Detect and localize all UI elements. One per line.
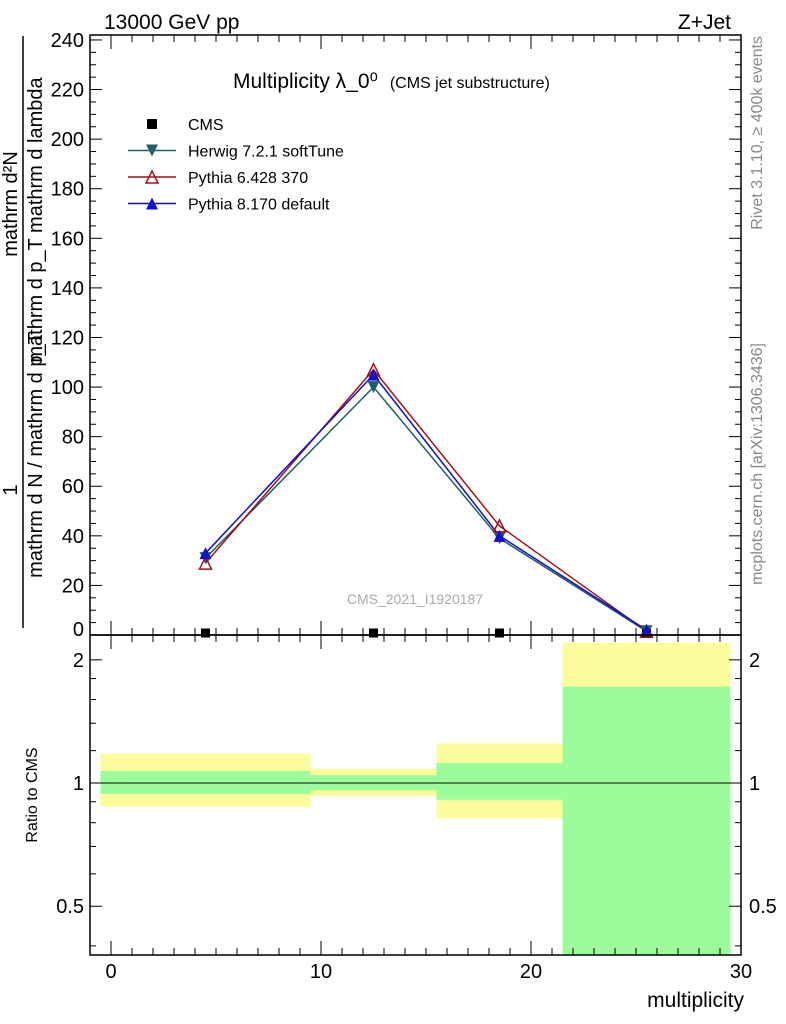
legend-label: CMS <box>188 117 224 134</box>
cms-marker <box>495 628 504 638</box>
main-ytick-label: 100 <box>51 377 84 399</box>
pythia6-marker <box>198 555 213 570</box>
cms-marker <box>147 119 157 129</box>
ratio-frame <box>89 634 742 956</box>
main-ytick-label: 20 <box>62 575 84 597</box>
series-line-2 <box>204 368 647 632</box>
xtick-label: 0 <box>105 961 116 983</box>
pythia8-marker <box>640 624 653 637</box>
rivet-text: Rivet 3.1.10, ≥ 400k events <box>749 36 766 230</box>
xtick-label: 20 <box>520 961 542 983</box>
main-ytick-label: 0 <box>73 619 84 641</box>
ratio-band-inner <box>436 762 563 800</box>
pythia6-marker <box>144 169 160 184</box>
ratio-bands <box>90 642 741 955</box>
mcplots-text: mcplots.cern.ch [arXiv:1306.3436] <box>749 343 766 585</box>
ratio-ytick-label: 1 <box>73 773 84 795</box>
ratio-ytick-label-right: 1 <box>749 773 760 795</box>
main-ytick-label: 180 <box>51 179 84 201</box>
series-line-1 <box>204 385 647 632</box>
header-left: 13000 GeV pp <box>104 11 239 34</box>
pythia8-marker <box>367 368 380 381</box>
legend-label: Herwig 7.2.1 softTune <box>188 144 344 161</box>
xtick-label: 10 <box>310 961 332 983</box>
pythia8-marker <box>493 529 506 542</box>
legend-label: Pythia 8.170 default <box>188 197 330 214</box>
header-right: Z+Jet <box>678 11 731 34</box>
ylabel-numerator: mathrm d²N <box>0 151 22 257</box>
chart-title-main: Multiplicity λ_0⁰ <box>233 70 378 93</box>
main-ytick-label: 240 <box>51 30 84 52</box>
main-ytick-label: 40 <box>62 526 84 548</box>
main-ytick-label: 220 <box>51 80 84 102</box>
ratio-band-inner <box>100 771 311 795</box>
ratio-band-inner <box>562 686 731 955</box>
axis-ticks: 20 40 60 80 100 120 140 160 180 200 220 240 0 0 10 20 30… <box>51 30 777 983</box>
pythia8-marker <box>146 197 158 210</box>
main-ytick-label: 60 <box>62 476 84 498</box>
xlabel: multiplicity <box>647 989 744 1012</box>
main-ytick-label: 120 <box>51 327 84 349</box>
cms-marker <box>369 628 378 638</box>
legend: CMS Herwig 7.2.1 softTune Pythia 6.428 370… <box>128 117 344 214</box>
pythia8-marker <box>199 547 212 560</box>
xtick-label: 30 <box>730 961 752 983</box>
main-ytick-label: 140 <box>51 278 84 300</box>
series-line-3 <box>204 373 647 631</box>
chart-title-suffix: (CMS jet substructure) <box>390 75 550 92</box>
main-ytick-label: 200 <box>51 129 84 151</box>
watermark: CMS_2021_I1920187 <box>347 591 483 607</box>
herwig-marker <box>146 144 158 157</box>
ratio-ytick-label: 2 <box>73 650 84 672</box>
cms-marker <box>201 628 210 638</box>
ratio-ytick-label-right: 2 <box>749 650 760 672</box>
ratio-ytick-label: 0.5 <box>56 896 84 918</box>
main-ytick-label: 160 <box>51 228 84 250</box>
ratio-ylabel: Ratio to CMS <box>24 747 41 842</box>
chart-title: Multiplicity λ_0⁰ (CMS jet substructure) <box>233 70 550 93</box>
main-ytick-label: 80 <box>62 427 84 449</box>
axes-frames <box>89 34 742 956</box>
legend-label: Pythia 6.428 370 <box>188 170 308 187</box>
ylabel-denominator-b: mathrm d p_T mathrm d lambda <box>25 76 47 362</box>
main-series <box>198 362 654 639</box>
ylabel-one: 1 <box>0 484 22 495</box>
main-ylabel: 1 mathrm d²N mathrm d N / mathrm d p_T m… <box>0 36 47 628</box>
ylabel-denominator-a: mathrm d N / mathrm d p_T <box>25 332 47 578</box>
herwig-marker <box>367 381 380 394</box>
ratio-ytick-label-right: 0.5 <box>749 896 777 918</box>
